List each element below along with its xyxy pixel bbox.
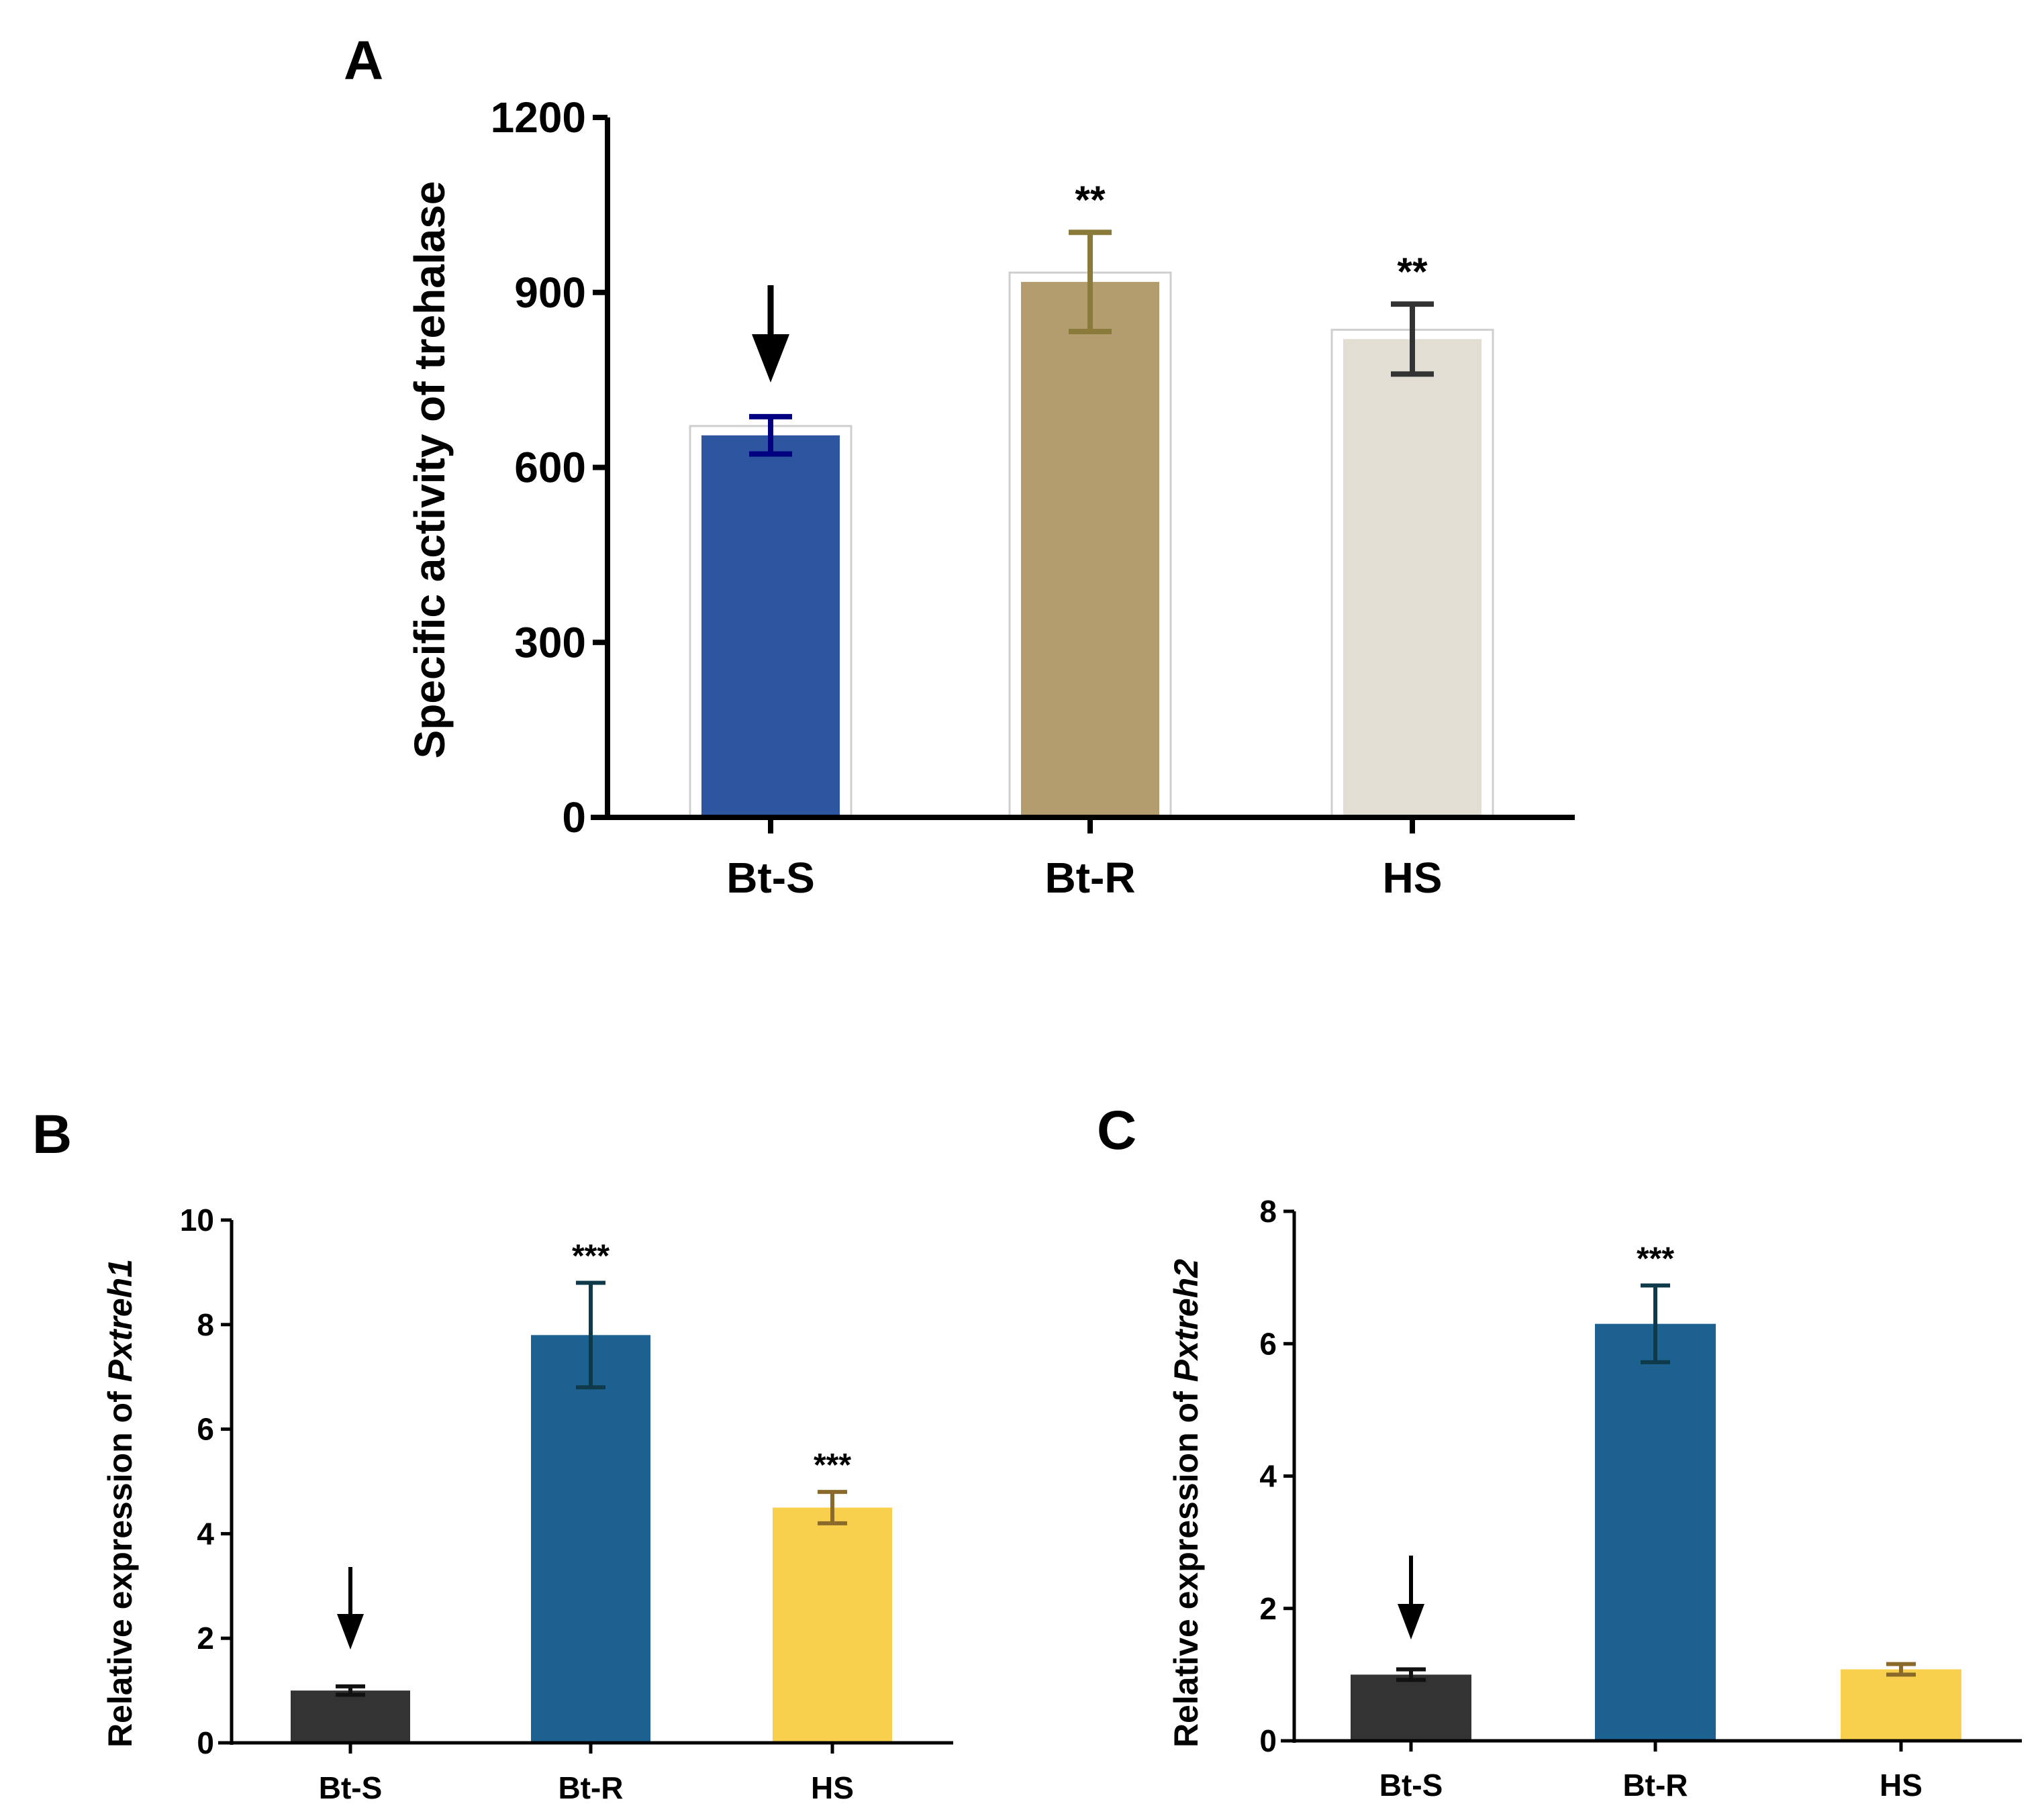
panel-c-category-label: Bt-R [1622, 1768, 1688, 1803]
panel-c-bar-hs [1841, 1669, 1961, 1741]
panel-b-category-label: Bt-S [319, 1770, 383, 1805]
panel-c-category-label: Bt-S [1379, 1768, 1443, 1803]
panel-b-y-tick-label: 8 [197, 1307, 214, 1342]
panel-b-bar-bt-r [531, 1335, 650, 1743]
panel-b-y-axis-label: Relative expression of Pxtreh1 [101, 1259, 139, 1748]
panel-b-significance-label: *** [814, 1448, 851, 1483]
panel-letter-b: B [32, 1104, 72, 1165]
panel-c-bar-bt-s [1351, 1674, 1471, 1741]
panel-c-chart: Relative expression of Pxtreh2 0 2 4 6 8 Bt-… [1167, 1194, 2022, 1803]
panel-a-y-axis-label: Specific activity of trehalase [405, 181, 454, 759]
panel-b-category-label: Bt-R [558, 1770, 623, 1805]
panel-b-arrow-head [337, 1614, 364, 1650]
panel-c-bar-bt-r [1595, 1323, 1716, 1741]
panel-a-category-label: Bt-R [1044, 854, 1135, 902]
panel-c-y-axis-label: Relative expression of Pxtreh2 [1167, 1259, 1205, 1748]
panel-c-ylabel-gene: Pxtreh2 [1167, 1259, 1205, 1382]
panel-b-significance-label: *** [572, 1238, 610, 1274]
panel-a-bar-bt-r [1021, 282, 1159, 818]
panel-c-y-tick-label: 0 [1259, 1723, 1277, 1758]
panel-letter-c: C [1097, 1100, 1136, 1161]
panel-a-chart: Specific activity of trehalase 0 300 600 90… [405, 93, 1575, 902]
panel-b-bar-bt-s [291, 1690, 410, 1743]
panel-b-ylabel-gene: Pxtreh1 [101, 1259, 139, 1382]
panel-a-category-label: Bt-S [726, 854, 815, 902]
panel-c-y-tick-label: 2 [1259, 1591, 1277, 1626]
panel-a-bar-hs [1343, 339, 1481, 817]
panel-a-arrow-head [752, 334, 789, 383]
panel-c-category-label: HS [1880, 1768, 1923, 1803]
panel-a-y-tick-label: 900 [514, 268, 586, 317]
panel-letter-a: A [344, 30, 383, 91]
panel-b-y-tick-label: 2 [197, 1621, 214, 1656]
panel-b-y-tick-label: 10 [180, 1203, 214, 1237]
panel-c-y-tick-label: 4 [1259, 1459, 1277, 1494]
panel-c-y-tick-label: 6 [1259, 1326, 1277, 1361]
panel-b-chart: Relative expression of Pxtreh1 0 2 4 6 8 10 B… [101, 1203, 953, 1805]
panel-c-significance-label: *** [1637, 1241, 1674, 1276]
panel-a-category-label: HS [1383, 854, 1443, 902]
panel-b-y-tick-label: 0 [197, 1725, 214, 1760]
panel-a-significance-label: ** [1075, 179, 1106, 222]
panel-a-bar-bt-s [701, 435, 840, 817]
panel-b-category-label: HS [811, 1770, 854, 1805]
panel-b-bar-hs [773, 1507, 892, 1743]
panel-a-y-tick-label: 600 [514, 444, 586, 492]
panel-a-significance-label: ** [1397, 250, 1428, 294]
panel-b-y-tick-label: 6 [197, 1412, 214, 1447]
panel-c-ylabel-prefix: Relative expression of [1167, 1382, 1205, 1748]
panel-a-y-tick-label: 0 [562, 793, 586, 842]
panel-c-y-tick-label: 8 [1259, 1194, 1277, 1229]
panel-b-ylabel-prefix: Relative expression of [101, 1382, 139, 1748]
panel-a-y-tick-label: 300 [514, 618, 586, 666]
panel-c-arrow-head [1398, 1604, 1424, 1639]
panel-b-y-tick-label: 4 [197, 1516, 214, 1551]
panel-a-y-tick-label: 1200 [491, 93, 586, 142]
